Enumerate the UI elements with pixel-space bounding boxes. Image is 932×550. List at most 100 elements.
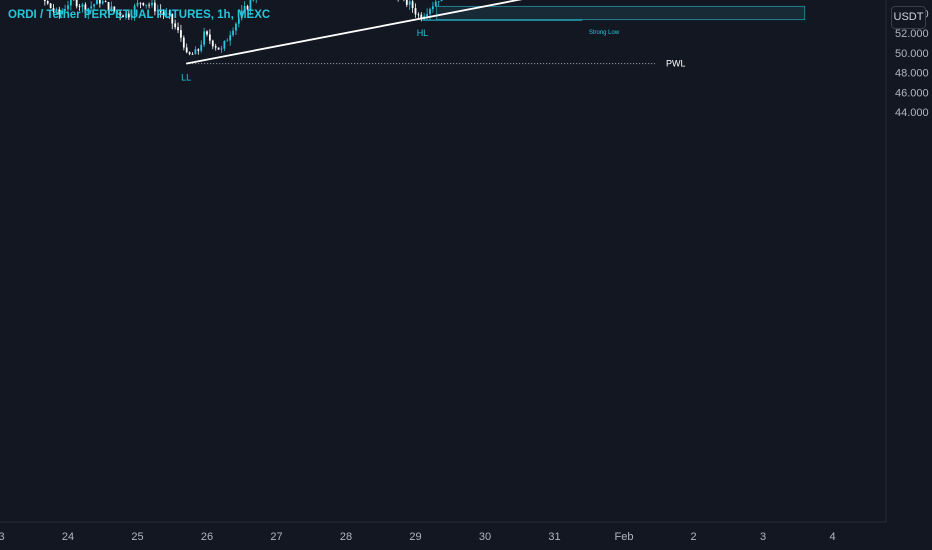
candle-body	[411, 1, 414, 9]
candle-body	[408, 1, 411, 5]
y-tick-label: 46.000	[895, 87, 929, 99]
candle-body	[437, 1, 440, 2]
zone	[435, 5, 806, 21]
candle-body	[84, 4, 87, 14]
x-axis-ticks: 232425262728293031Feb234	[0, 531, 836, 543]
candles	[43, 0, 443, 56]
x-tick-label: 23	[0, 531, 5, 543]
candle-body	[93, 4, 95, 7]
candle-body	[142, 2, 145, 6]
candle-body	[200, 44, 203, 51]
candle-body	[133, 5, 136, 16]
candle-body	[67, 5, 69, 10]
candle-body	[168, 13, 171, 15]
candle-body	[208, 34, 211, 41]
candle-body	[429, 9, 431, 15]
candle-body	[174, 23, 177, 28]
x-tick-label: 4	[829, 531, 835, 543]
candle-body	[107, 2, 110, 11]
currency-button[interactable]: USDT	[891, 6, 926, 29]
level-label: PWL	[666, 59, 686, 69]
candle-body	[246, 5, 249, 10]
x-tick-label: 31	[548, 531, 560, 543]
candle-body	[180, 30, 182, 38]
candle-body	[58, 9, 61, 14]
x-tick-label: 29	[409, 531, 421, 543]
candle-body	[139, 2, 142, 4]
candle-body	[182, 37, 185, 48]
candle-body	[98, 0, 101, 4]
candle-body	[226, 40, 229, 42]
candle-body	[232, 30, 234, 36]
x-tick-label: 28	[340, 531, 352, 543]
candle-body	[420, 14, 423, 20]
x-tick-label: 25	[131, 531, 143, 543]
candle-body	[214, 46, 217, 48]
candle-body	[75, 0, 78, 7]
x-tick-label: 3	[760, 531, 766, 543]
candle-body	[211, 40, 214, 47]
candle-body	[171, 13, 174, 24]
candle-body	[145, 4, 148, 6]
candle-body	[249, 0, 252, 10]
candle-body	[49, 3, 52, 9]
y-tick-label: 44.000	[895, 107, 929, 119]
candle-body	[96, 0, 98, 5]
candle-body	[151, 2, 153, 6]
candle-body	[78, 6, 81, 8]
candle-body	[101, 1, 104, 4]
candle-body	[61, 10, 64, 14]
candle-body	[116, 11, 119, 13]
candle-body	[153, 2, 156, 12]
candle-body	[122, 15, 124, 18]
candle-body	[113, 6, 116, 12]
supply-demand-zones	[435, 5, 806, 21]
candle-body	[52, 8, 55, 12]
candle-body	[235, 23, 237, 31]
candle-body	[229, 35, 232, 41]
candle-body	[203, 31, 206, 45]
candle-body	[119, 12, 122, 16]
candle-body	[237, 18, 240, 24]
candle-body	[165, 13, 168, 15]
annotation-label: Strong Low	[589, 30, 620, 36]
candle-body	[104, 1, 107, 3]
candle-body	[243, 5, 246, 11]
candle-body	[431, 6, 434, 10]
annotation-label: HL	[417, 28, 429, 38]
candle-body	[197, 49, 200, 51]
candle-body	[185, 47, 188, 53]
candle-body	[162, 12, 165, 15]
candle-body	[405, 0, 408, 5]
candle-body	[434, 1, 437, 7]
candle-body	[223, 40, 226, 49]
candle-body	[217, 47, 220, 50]
candle-body	[43, 0, 46, 2]
candle-body	[426, 14, 428, 17]
y-tick-label: 52.000	[895, 28, 929, 40]
annotation-label: LL	[181, 73, 191, 83]
candle-body	[127, 13, 130, 18]
candle-body	[136, 2, 139, 6]
candle-body	[55, 9, 58, 12]
candle-body	[90, 6, 93, 9]
candle-body	[87, 8, 90, 14]
x-tick-label: 27	[270, 531, 282, 543]
candle-body	[46, 1, 49, 4]
candle-body	[148, 4, 150, 6]
x-tick-label: Feb	[615, 531, 634, 543]
candle-body	[125, 13, 127, 18]
y-tick-label: 50.000	[895, 48, 929, 60]
candle-body	[64, 9, 67, 11]
x-tick-label: 24	[62, 531, 74, 543]
candle-body	[414, 8, 417, 15]
y-tick-label: 56.000	[895, 0, 929, 1]
price-axis	[886, 0, 932, 550]
candle-body	[81, 4, 84, 7]
candle-body	[110, 6, 113, 11]
candle-body	[194, 49, 197, 55]
candle-body	[159, 9, 162, 13]
x-tick-label: 30	[479, 531, 491, 543]
key-levels: PWHPDHPDLPWL	[186, 59, 686, 69]
